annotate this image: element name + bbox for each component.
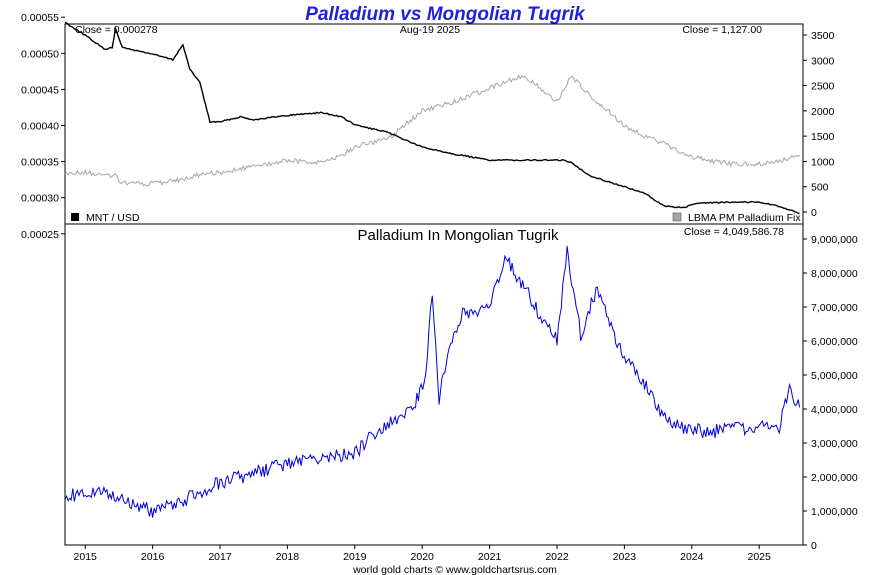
y-tick-label: 6,000,000 [811, 336, 858, 348]
y-tick-label: 3000 [811, 55, 835, 67]
bottom-subtitle: Palladium In Mongolian Tugrik [358, 227, 559, 244]
close-palladium-mnt-label: Close = 4,049,586.78 [684, 226, 784, 238]
x-axis-ticks: 2015 2016 2017 2018 2019 2020 2021 2022 2023 2024… [74, 545, 771, 563]
y-tick-label: 2000 [811, 106, 835, 118]
top-right-axis-ticks: 0 500 1000 1500 2000 2500 3000 3500 [803, 30, 835, 219]
legend-palladium-label: LBMA PM Palladium Fix [688, 212, 801, 224]
y-tick-label: 2,000,000 [811, 472, 858, 484]
y-tick-label: 0.00025 [21, 229, 59, 241]
y-tick-label: 0.00050 [21, 48, 59, 60]
series-line-palladium-usd [64, 74, 800, 187]
y-tick-label: 8,000,000 [811, 268, 858, 280]
y-tick-label: 4,000,000 [811, 404, 858, 416]
y-tick-label: 3500 [811, 30, 835, 42]
y-tick-label: 3,000,000 [811, 438, 858, 450]
y-tick-label: 1000 [811, 156, 835, 168]
y-tick-label: 0.00030 [21, 193, 59, 205]
series-line-mnt-usd [64, 21, 800, 215]
x-tick-label: 2022 [545, 551, 569, 563]
legend-swatch-mnt [71, 213, 79, 221]
legend-mnt-label: MNT / USD [86, 212, 140, 224]
x-tick-label: 2018 [276, 551, 300, 563]
date-label: Aug-19 2025 [400, 24, 460, 36]
series-line-palladium-mnt [64, 245, 801, 518]
y-tick-label: 1,000,000 [811, 506, 858, 518]
x-tick-label: 2019 [343, 551, 367, 563]
y-tick-label: 9,000,000 [811, 234, 858, 246]
top-panel-frame [64, 23, 804, 225]
y-tick-label: 7,000,000 [811, 302, 858, 314]
bottom-panel-frame [64, 223, 804, 546]
legend-swatch-palladium [672, 212, 682, 222]
x-tick-label: 2025 [748, 551, 772, 563]
y-tick-label: 2500 [811, 81, 835, 93]
y-tick-label: 0.00055 [21, 12, 59, 24]
chart-title: Palladium vs Mongolian Tugrik [305, 4, 586, 25]
x-tick-label: 2016 [141, 551, 165, 563]
y-tick-label: 0.00035 [21, 157, 59, 169]
x-tick-label: 2015 [74, 551, 98, 563]
close-palladium-label: Close = 1,127.00 [682, 24, 762, 36]
x-tick-label: 2021 [478, 551, 502, 563]
y-tick-label: 0.00040 [21, 121, 59, 133]
top-left-axis-ticks: 0.00025 0.00030 0.00035 0.00040 0.00045 0.000… [21, 12, 65, 241]
y-tick-label: 0 [811, 207, 817, 219]
x-tick-label: 2024 [680, 551, 704, 563]
y-tick-label: 1500 [811, 131, 835, 143]
y-tick-label: 0.00045 [21, 84, 59, 96]
footer-credit: world gold charts © www.goldchartsrus.co… [352, 564, 557, 575]
x-tick-label: 2023 [613, 551, 637, 563]
y-tick-label: 0 [811, 540, 817, 552]
bottom-right-axis-ticks: 0 1,000,000 2,000,000 3,000,000 4,000,000 5,0… [803, 234, 858, 552]
y-tick-label: 5,000,000 [811, 370, 858, 382]
x-tick-label: 2017 [208, 551, 232, 563]
x-tick-label: 2020 [411, 551, 435, 563]
close-mnt-label: Close = 0.000278 [75, 24, 158, 36]
y-tick-label: 500 [811, 182, 829, 194]
